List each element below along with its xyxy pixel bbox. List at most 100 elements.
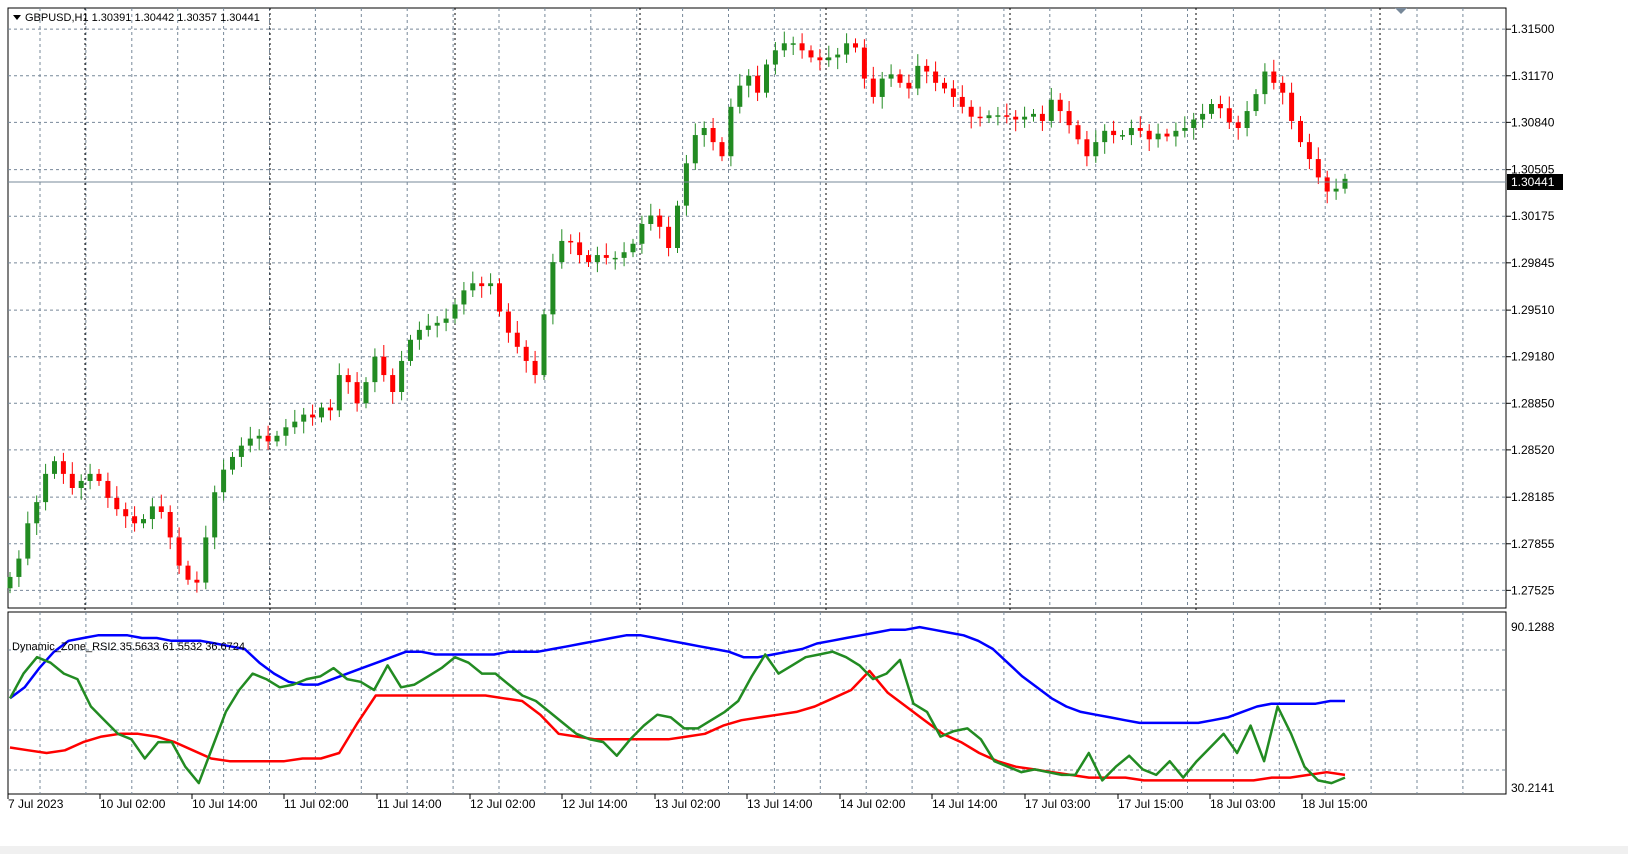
candle-body xyxy=(924,65,930,72)
candle-body xyxy=(781,43,787,51)
candle-body xyxy=(425,325,431,330)
candle-body xyxy=(1182,128,1188,131)
candle-body xyxy=(1315,159,1321,178)
candle-body xyxy=(230,456,235,470)
candle-body xyxy=(514,332,520,347)
candle-body xyxy=(221,469,227,493)
time-tick-label: 11 Jul 02:00 xyxy=(284,797,349,811)
candles xyxy=(7,31,1348,594)
candle-body xyxy=(203,537,209,583)
shift-marker-icon[interactable] xyxy=(1395,8,1407,14)
candle-body xyxy=(977,116,983,119)
price-pane[interactable] xyxy=(7,7,1507,609)
current-price-tag xyxy=(1507,174,1563,190)
candle-body xyxy=(87,473,93,481)
candle-body xyxy=(274,435,280,442)
candle-body xyxy=(43,473,49,503)
candle-body xyxy=(1120,135,1125,137)
price-tick-label: 1.30505 xyxy=(1511,163,1555,177)
price-axis: 1.31500 1.31170 1.30840 1.30505 1.30175 1.298… xyxy=(1506,22,1555,597)
candle-body xyxy=(1039,113,1045,121)
candle-body xyxy=(434,322,440,326)
candle-body xyxy=(78,480,84,488)
time-tick-label: 11 Jul 14:00 xyxy=(377,797,442,811)
collapse-triangle-icon[interactable] xyxy=(13,15,21,20)
time-tick-label: 14 Jul 14:00 xyxy=(932,797,998,811)
candle-body xyxy=(167,512,173,538)
candle-body xyxy=(292,421,298,428)
candle-body xyxy=(906,82,912,89)
candle-body xyxy=(728,106,734,157)
time-tick-label: 12 Jul 14:00 xyxy=(562,797,628,811)
price-tick-label: 1.28185 xyxy=(1511,490,1555,504)
candle-body xyxy=(755,75,761,93)
candle-body xyxy=(532,360,538,376)
candle-body xyxy=(1324,177,1330,192)
symbol-header: GBPUSD,H1 1.30391 1.30442 1.30357 1.3044… xyxy=(25,12,260,24)
time-tick-label: 7 Jul 2023 xyxy=(8,797,64,811)
candle-body xyxy=(1226,108,1232,123)
candle-body xyxy=(452,304,458,319)
candle-body xyxy=(1066,111,1072,126)
candle-body xyxy=(283,427,289,436)
candle-body xyxy=(1031,113,1036,117)
price-tick-label: 1.31500 xyxy=(1511,22,1555,36)
price-tick-label: 1.27525 xyxy=(1511,583,1555,597)
candle-body xyxy=(505,311,511,333)
candle-body xyxy=(1271,71,1277,83)
candle-body xyxy=(692,135,698,164)
lower-band-line xyxy=(9,669,1346,782)
candle-body xyxy=(1191,119,1197,128)
candle-body xyxy=(1253,94,1259,112)
time-tick-label: 18 Jul 15:00 xyxy=(1302,797,1368,811)
candle-body xyxy=(675,205,680,248)
candle-body xyxy=(1244,111,1250,128)
time-tick-label: 17 Jul 15:00 xyxy=(1118,797,1184,811)
candle-body xyxy=(835,54,841,58)
candle-body xyxy=(826,57,832,61)
indicator-lines xyxy=(8,625,1346,785)
candle-body xyxy=(479,283,485,287)
time-axis: 7 Jul 2023 10 Jul 02:00 10 Jul 14:00 11 Jul… xyxy=(7,794,1368,811)
candle-body xyxy=(639,224,645,244)
time-tick-label: 17 Jul 03:00 xyxy=(1025,797,1091,811)
bottom-scrollbar[interactable] xyxy=(0,846,1628,854)
candle-body xyxy=(657,215,663,227)
candle-body xyxy=(390,375,396,392)
candle-body xyxy=(60,461,66,474)
candle-body xyxy=(942,82,947,89)
candle-body xyxy=(372,356,378,383)
candle-body xyxy=(399,360,405,392)
candle-body xyxy=(870,78,876,97)
candle-body xyxy=(1093,142,1099,157)
candle-body xyxy=(319,407,324,418)
price-tick-label: 1.28520 xyxy=(1511,443,1555,457)
time-tick-label: 10 Jul 14:00 xyxy=(192,797,258,811)
candle-body xyxy=(897,74,903,83)
candle-body xyxy=(612,257,618,260)
candle-body xyxy=(737,85,743,107)
price-tick-label: 1.29845 xyxy=(1511,256,1555,270)
candle-body xyxy=(247,438,253,446)
price-tick-label: 1.27855 xyxy=(1511,537,1555,551)
candle-body xyxy=(185,565,191,580)
indicator-pane[interactable] xyxy=(7,611,1507,795)
candle-body xyxy=(52,461,57,474)
candle-body xyxy=(577,242,583,256)
candle-body xyxy=(301,414,307,422)
candle-body xyxy=(603,255,609,258)
candle-body xyxy=(381,356,387,376)
candle-body xyxy=(1075,125,1081,140)
candle-body xyxy=(746,75,752,86)
time-tick-label: 13 Jul 14:00 xyxy=(747,797,813,811)
candle-body xyxy=(1217,104,1223,109)
candle-body xyxy=(345,375,351,383)
candle-body xyxy=(772,50,778,65)
candle-body xyxy=(149,506,155,520)
candle-body xyxy=(141,519,146,524)
candle-body xyxy=(621,252,627,258)
price-tick-label: 1.31170 xyxy=(1511,69,1554,83)
candle-body xyxy=(212,492,218,538)
indicator-grid xyxy=(8,612,1506,794)
